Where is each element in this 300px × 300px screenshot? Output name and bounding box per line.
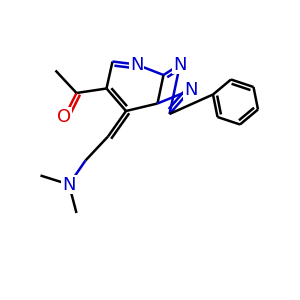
Text: N: N	[184, 81, 197, 99]
Text: N: N	[130, 56, 143, 74]
Text: N: N	[173, 56, 187, 74]
Text: O: O	[57, 108, 72, 126]
Text: N: N	[62, 176, 76, 194]
